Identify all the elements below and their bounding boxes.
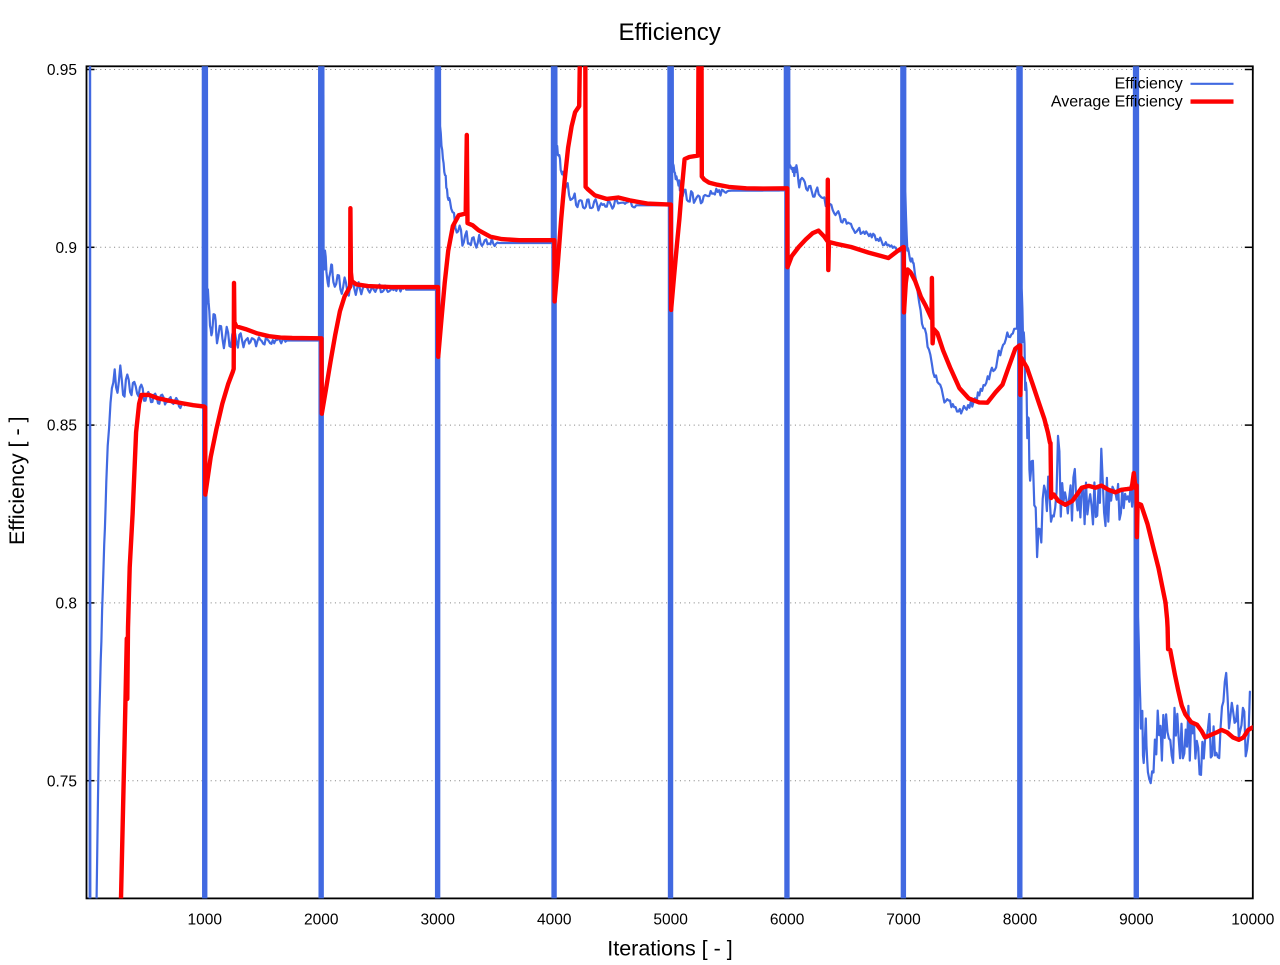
svg-text:Efficiency: Efficiency <box>1115 75 1183 92</box>
svg-text:5000: 5000 <box>653 911 688 928</box>
svg-text:10000: 10000 <box>1231 911 1274 928</box>
svg-text:0.75: 0.75 <box>47 773 77 790</box>
svg-text:8000: 8000 <box>1003 911 1038 928</box>
svg-text:1000: 1000 <box>188 911 223 928</box>
svg-text:6000: 6000 <box>770 911 805 928</box>
svg-text:7000: 7000 <box>886 911 921 928</box>
svg-text:0.8: 0.8 <box>55 596 77 613</box>
svg-text:Average Efficiency: Average Efficiency <box>1051 93 1183 110</box>
svg-text:0.85: 0.85 <box>47 418 77 435</box>
svg-text:4000: 4000 <box>537 911 572 928</box>
svg-text:Efficiency: Efficiency <box>618 19 720 46</box>
svg-text:2000: 2000 <box>304 911 339 928</box>
svg-text:Iterations [ - ]: Iterations [ - ] <box>607 937 732 960</box>
svg-text:Efficiency [ - ]: Efficiency [ - ] <box>5 416 29 545</box>
svg-text:0.95: 0.95 <box>47 62 77 79</box>
svg-text:9000: 9000 <box>1119 911 1154 928</box>
svg-text:3000: 3000 <box>420 911 455 928</box>
svg-text:0.9: 0.9 <box>55 240 77 257</box>
